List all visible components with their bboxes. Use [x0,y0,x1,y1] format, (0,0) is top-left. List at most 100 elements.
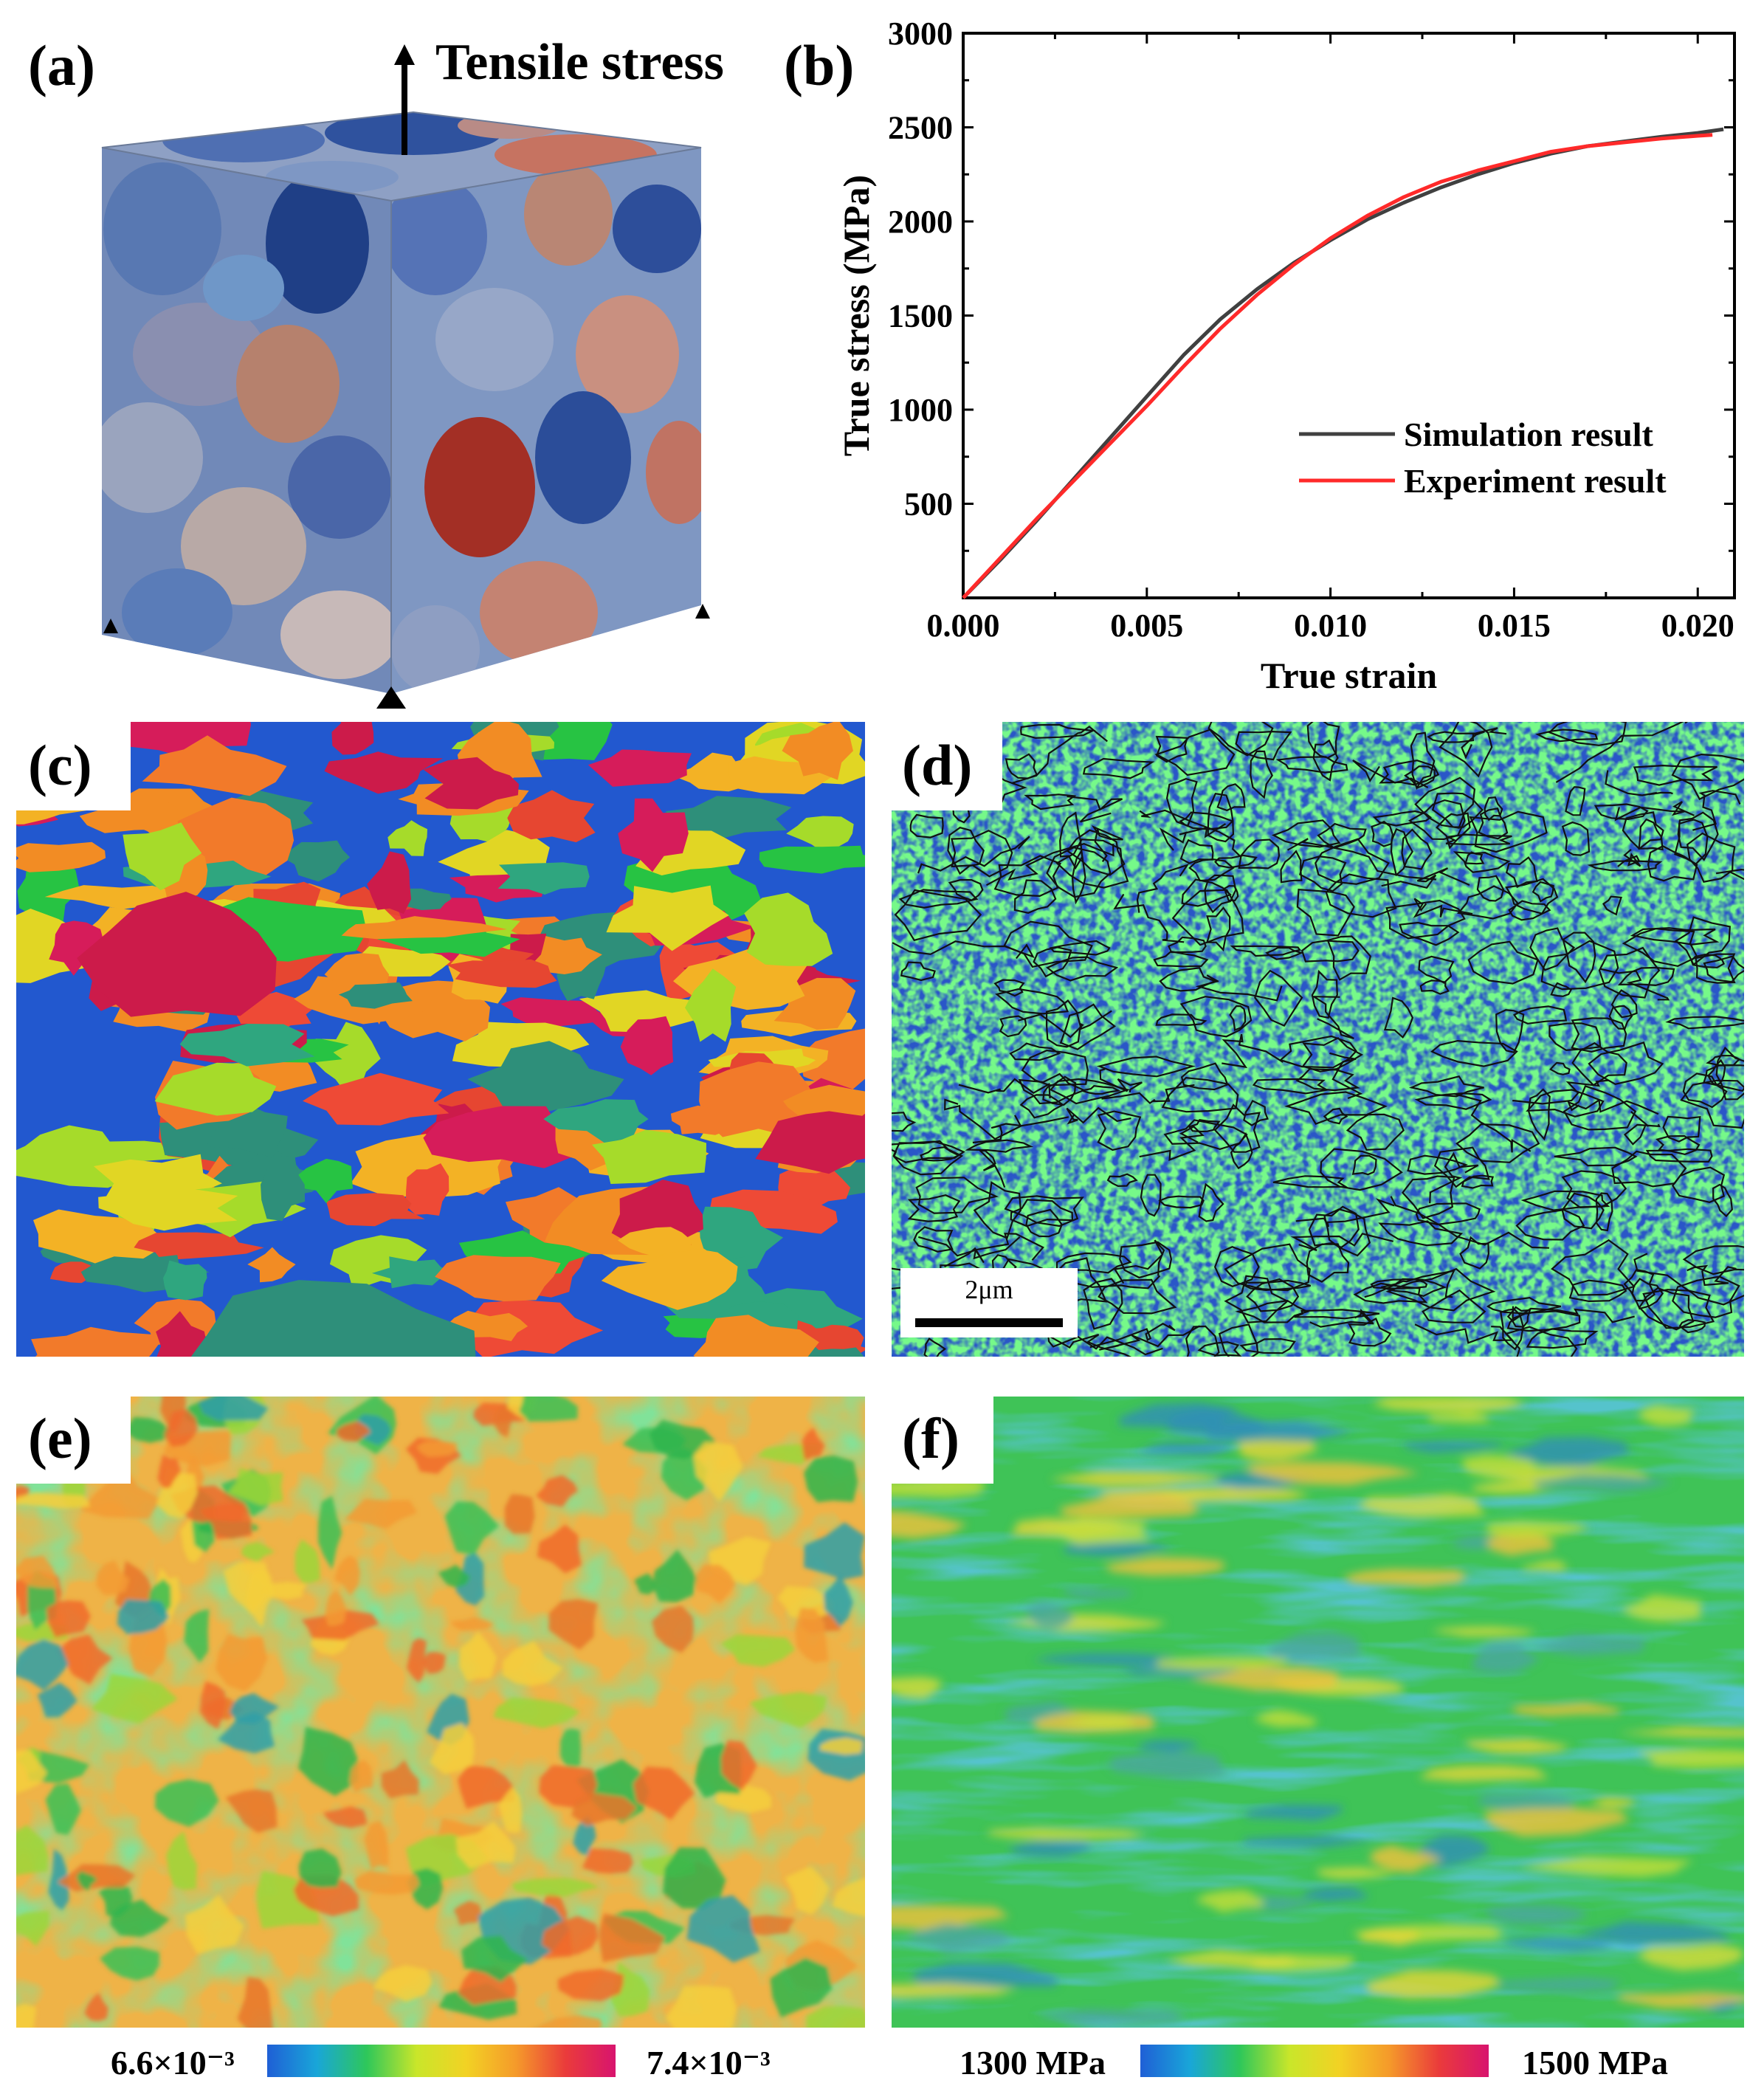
grain [786,816,854,853]
grain-boundary [892,940,1035,960]
plot-frame [962,32,1736,599]
grain-boundary [1197,1341,1242,1357]
grain [500,997,613,1027]
grain-boundary [1206,906,1231,952]
strain-patch [45,1783,81,1836]
grain-boundary [1476,875,1505,902]
grain-boundary [1407,1154,1469,1175]
grain-boundary [1222,1033,1284,1069]
grain-boundary [948,878,984,901]
stress-patch [1484,1808,1629,1837]
grain-boundary [1677,811,1719,861]
grain-boundary [1309,1309,1374,1328]
grain-boundary [1323,1107,1348,1125]
grain-boundary [1346,1113,1405,1151]
strain-patch [666,1986,737,2028]
stress-patch [1165,1950,1299,1970]
grain-boundary [1139,1125,1205,1161]
grain-boundary [907,1194,961,1222]
grain-boundary [1427,731,1475,743]
grain-boundary [1551,1239,1636,1296]
grain-boundary [1662,1115,1701,1143]
strain-patch [823,1574,853,1628]
grain [423,1106,576,1168]
strain-patch [720,1634,796,1667]
grain-boundary [1308,1205,1360,1249]
grain [693,1315,819,1357]
colorbar-e-min: 6.6×10⁻³ [111,2044,235,2081]
grain-boundary [1505,878,1559,915]
strain-patch [100,1946,159,1981]
grain-boundary [1605,770,1673,796]
grain-boundary [1230,945,1301,957]
stress-patch [1521,1560,1568,1571]
grain-boundary [1563,1085,1637,1131]
stress-patch [892,1676,941,1699]
grain-boundary [1275,756,1348,774]
grain-boundary [1550,982,1573,997]
strain-patch [599,1913,665,1963]
strain-patch [537,1524,582,1574]
grain-boundary [1495,1009,1525,1053]
grain-boundary [1548,1022,1602,1051]
grain-boundary [1218,1323,1259,1357]
grain-boundary [1224,1243,1311,1292]
grain-boundary [1230,1132,1253,1170]
grain-boundary [1243,1099,1269,1126]
strain-patch [157,1454,181,1488]
strain-patch [98,1882,133,1917]
series-line-simulation [962,127,1724,599]
grain-boundary [913,1226,954,1253]
strain-patch [46,1600,91,1638]
grain-boundary [1433,1146,1490,1188]
grain-boundary [1010,1199,1074,1227]
grain-boundary [900,961,936,982]
grain [759,845,865,874]
grain-cube [101,44,710,709]
grain-boundary [1622,811,1664,850]
grain-boundary [1372,810,1433,827]
grain-boundary [898,889,979,909]
grain-boundary [1430,1039,1518,1067]
grain [618,798,689,872]
grain-boundary [1229,1005,1247,1032]
grain [367,851,411,915]
grain-boundary [1633,1253,1744,1306]
grain-boundary [909,813,944,839]
grain [423,757,519,810]
strain-patch [96,1560,130,1595]
panel-f-label: (f) [902,1406,959,1470]
strain-patch [298,1726,359,1797]
grain-boundary [1250,750,1273,799]
grain-boundary [1009,1042,1061,1061]
grain-boundary [1155,735,1188,763]
grain-boundary [1599,968,1670,1001]
strain-patch [662,1847,726,1910]
grain [49,1261,92,1284]
grain-boundary [1101,1084,1195,1104]
strain-patch [223,1562,271,1615]
grain-boundary [1484,796,1503,822]
grain-boundary [1413,898,1473,918]
strain-patch [227,1467,283,1506]
stress-patch [1195,1890,1265,1912]
strain-patch [416,1441,458,1457]
grain-boundary [1049,940,1111,956]
grain-boundary [1418,955,1455,984]
stress-patch [1244,1461,1420,1486]
grain-boundary [1306,722,1340,759]
grain-boundary [947,827,985,875]
strain-patch [225,1789,278,1833]
strain-patch [806,2005,865,2028]
grain [435,1255,561,1302]
grain-boundary [1198,1182,1224,1222]
stress-patch [1027,1602,1075,1629]
grain-boundary [973,1181,1022,1239]
grain-boundary [1181,878,1232,907]
grain-boundary [1455,1123,1540,1163]
grain-boundary [1587,860,1663,872]
colorbar-e-max: 7.4×10⁻³ [647,2044,771,2081]
x-tick-label: 0.020 [1661,607,1734,644]
grain-boundary [1549,1061,1571,1075]
stress-patch [1060,1715,1134,1729]
